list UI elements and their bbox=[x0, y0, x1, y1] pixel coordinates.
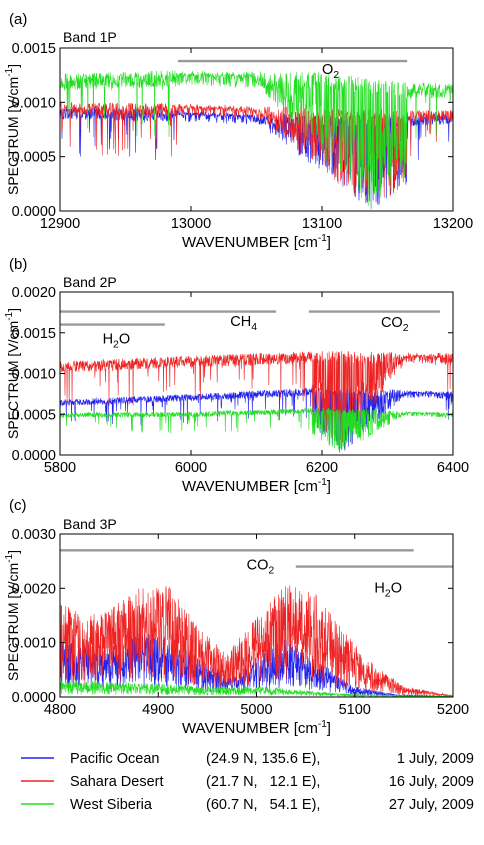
y-tick-label: 0.0030 bbox=[12, 527, 56, 543]
gas-label: CH4 bbox=[230, 314, 257, 333]
legend-entry: West Siberia (60.7 N, 54.1 E), 27 July, 20… bbox=[21, 797, 474, 813]
x-tick-label: 6400 bbox=[437, 460, 469, 476]
x-tick-label: 5000 bbox=[240, 702, 272, 718]
y-tick-label: 0.0005 bbox=[12, 150, 56, 166]
panel-label: (c) bbox=[9, 497, 27, 514]
panel-2: (b) Band 2P H2O CH4 CO2 5800 6000 6200 6400 0.000… bbox=[4, 256, 469, 495]
gas-label: H2O bbox=[103, 331, 131, 350]
legend-entry: Sahara Desert (21.7 N, 12.1 E), 16 July, 2… bbox=[21, 774, 474, 790]
series-line-1 bbox=[60, 387, 453, 453]
x-tick-label: 13100 bbox=[302, 216, 342, 232]
x-tick-label: 5200 bbox=[437, 702, 469, 718]
x-tick-label: 13200 bbox=[433, 216, 473, 232]
spectra bbox=[60, 351, 453, 453]
x-tick-label: 5800 bbox=[44, 460, 76, 476]
gas-label: CO2 bbox=[247, 557, 275, 576]
x-axis-label: WAVENUMBER [cm-1] bbox=[182, 477, 331, 495]
y-tick-label: 0.0020 bbox=[12, 285, 56, 301]
series-line-2 bbox=[60, 351, 453, 451]
spectra bbox=[60, 70, 453, 210]
y-tick-label: 0.0010 bbox=[12, 636, 56, 652]
y-tick-label: 0.0005 bbox=[12, 407, 56, 423]
x-axis-label: WAVENUMBER [cm-1] bbox=[182, 233, 331, 251]
spectra bbox=[60, 585, 453, 697]
x-axis-label: WAVENUMBER [cm-1] bbox=[182, 719, 331, 737]
series-line-3 bbox=[60, 70, 453, 210]
legend-date: 16 July, 2009 bbox=[389, 774, 474, 790]
x-tick-label: 6200 bbox=[306, 460, 338, 476]
y-tick-label: 0.0015 bbox=[12, 326, 56, 342]
gas-label: H2O bbox=[374, 581, 402, 600]
y-tick-label: 0.0000 bbox=[12, 690, 56, 706]
x-tick-label: 5100 bbox=[339, 702, 371, 718]
gas-label: CO2 bbox=[381, 315, 409, 334]
legend-entry: Pacific Ocean (24.9 N, 135.6 E), 1 July, 2… bbox=[21, 751, 474, 767]
y-axis-label: SPECTRUM [V/cm-1] bbox=[4, 64, 21, 195]
panel-1: (a) Band 1P O2 12900 13000 13100 13200 0.0000 0.… bbox=[4, 11, 473, 251]
x-tick-label: 6000 bbox=[175, 460, 207, 476]
series-line-2 bbox=[60, 585, 453, 697]
y-tick-label: 0.0010 bbox=[12, 95, 56, 111]
series-line-3 bbox=[60, 407, 453, 450]
gas-label: O2 bbox=[322, 62, 339, 81]
chart-title: Band 2P bbox=[63, 274, 117, 290]
y-tick-label: 0.0000 bbox=[12, 448, 56, 464]
legend-name: West Siberia bbox=[70, 797, 153, 813]
y-tick-label: 0.0010 bbox=[12, 367, 56, 383]
chart-title: Band 3P bbox=[63, 516, 117, 532]
y-tick-label: 0.0000 bbox=[12, 204, 56, 220]
panel-label: (a) bbox=[9, 11, 27, 28]
legend-name: Pacific Ocean bbox=[70, 751, 159, 767]
x-tick-label: 12900 bbox=[40, 216, 80, 232]
y-tick-label: 0.0015 bbox=[12, 41, 56, 57]
legend: Pacific Ocean (24.9 N, 135.6 E), 1 July, 2… bbox=[21, 751, 474, 813]
legend-coords: (21.7 N, 12.1 E), bbox=[206, 774, 320, 790]
chart-title: Band 1P bbox=[63, 29, 117, 45]
panel-label: (b) bbox=[9, 256, 27, 273]
x-tick-label: 4800 bbox=[44, 702, 76, 718]
y-tick-label: 0.0020 bbox=[12, 581, 56, 597]
x-tick-label: 13000 bbox=[171, 216, 211, 232]
legend-coords: (60.7 N, 54.1 E), bbox=[206, 797, 320, 813]
y-axis-label: SPECTRUM [V/cm-1] bbox=[4, 308, 21, 439]
legend-name: Sahara Desert bbox=[70, 774, 164, 790]
chart-panels: (a) Band 1P O2 12900 13000 13100 13200 0.0000 0.… bbox=[4, 11, 473, 737]
x-tick-label: 4900 bbox=[142, 702, 174, 718]
legend-date: 27 July, 2009 bbox=[389, 797, 474, 813]
legend-coords: (24.9 N, 135.6 E), bbox=[206, 751, 320, 767]
plot-frame bbox=[59, 47, 454, 212]
y-axis-label: SPECTRUM [V/cm-1] bbox=[4, 550, 21, 681]
panel-3: (c) Band 3P CO2 H2O 4800 4900 5000 5100 5200 0.00… bbox=[4, 497, 469, 737]
legend-date: 1 July, 2009 bbox=[397, 751, 474, 767]
